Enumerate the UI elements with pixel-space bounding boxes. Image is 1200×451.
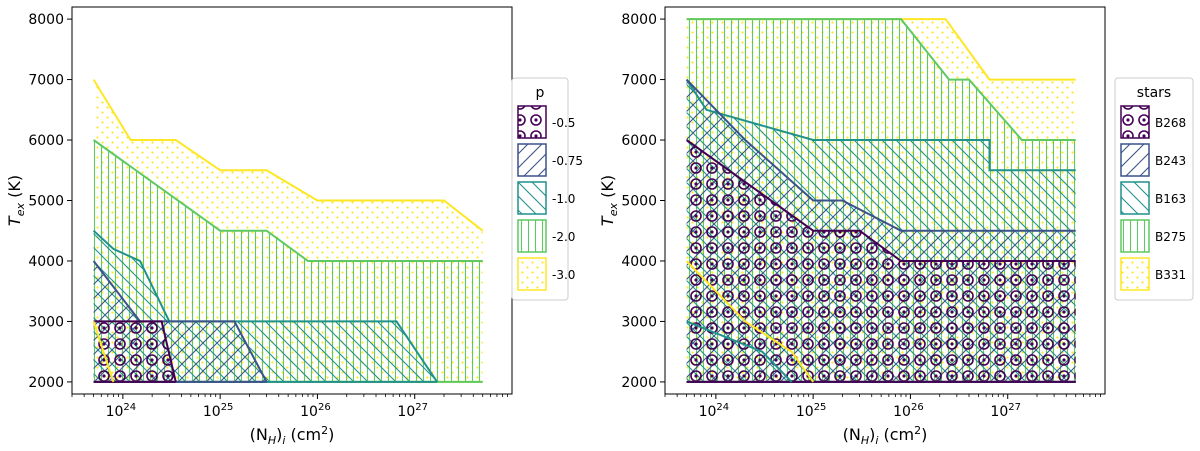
area--0_5 bbox=[93, 321, 176, 382]
boundary-B163 bbox=[685, 79, 1076, 172]
right-panel: 2000 3000 4000 5000 6000 7000 8000 1024 1025 1026… bbox=[598, 6, 1194, 447]
legend-swatch bbox=[517, 257, 547, 291]
right-area-fills bbox=[686, 19, 1076, 382]
right-boundary-lines bbox=[685, 18, 1076, 383]
y-tick-label: 2000 bbox=[621, 375, 657, 391]
legend-swatch bbox=[517, 143, 547, 177]
legend-swatch bbox=[1120, 105, 1150, 139]
legend-entry: -1.0 bbox=[552, 192, 575, 206]
boundary--2_0 bbox=[93, 139, 483, 262]
boundary-B275 bbox=[686, 18, 1076, 141]
y-tick-label: 5000 bbox=[621, 194, 657, 210]
legend-entry: B163 bbox=[1155, 192, 1186, 206]
x-tick-label: 1027 bbox=[397, 402, 428, 420]
legend-swatch bbox=[1120, 143, 1150, 177]
extra-boundary-line bbox=[685, 260, 815, 383]
x-tick-label: 1027 bbox=[990, 402, 1021, 420]
right-axis-ticks: 2000 3000 4000 5000 6000 7000 8000 1024 1025 1026… bbox=[621, 12, 1101, 420]
extra-boundary-line bbox=[686, 320, 793, 383]
legend-entry: B331 bbox=[1155, 268, 1186, 282]
boundary-B243 bbox=[685, 78, 1076, 232]
legend-swatch bbox=[517, 105, 547, 139]
area-B268 bbox=[686, 140, 1076, 382]
x-tick-label: 1026 bbox=[893, 402, 924, 420]
y-tick-label: 6000 bbox=[621, 133, 657, 149]
x-tick-label: 1024 bbox=[106, 402, 137, 420]
legend-swatch bbox=[1120, 219, 1150, 253]
extra-boundary-line bbox=[92, 321, 115, 383]
left-axis-ticks: 2000 3000 4000 5000 6000 7000 8000 1024 1025 1026… bbox=[28, 12, 508, 420]
legend-title: stars bbox=[1137, 85, 1171, 101]
legend-entry: B275 bbox=[1155, 230, 1186, 244]
left-x-axis-label: (NH)i (cm2) bbox=[250, 424, 335, 447]
y-tick-label: 8000 bbox=[28, 12, 64, 28]
boundary--1_0 bbox=[92, 229, 438, 383]
left-area-fills bbox=[93, 79, 483, 382]
left-boundary-lines bbox=[92, 79, 484, 383]
legend-swatch bbox=[517, 219, 547, 253]
x-tick-label: 1024 bbox=[699, 402, 730, 420]
legend-entry: -2.0 bbox=[552, 230, 575, 244]
y-tick-label: 4000 bbox=[28, 254, 64, 270]
boundary--0_5 bbox=[93, 320, 177, 383]
legend-entry: B268 bbox=[1155, 116, 1186, 130]
right-y-axis-label: Tex (K) bbox=[598, 175, 620, 226]
left-panel: 2000 3000 4000 5000 6000 7000 8000 1024 1025 1026… bbox=[5, 6, 583, 447]
legend-entry: B243 bbox=[1155, 154, 1186, 168]
x-tick-label: 1026 bbox=[300, 402, 331, 420]
legend-swatch bbox=[1120, 181, 1150, 215]
legend-entry: -0.75 bbox=[552, 154, 583, 168]
y-tick-label: 4000 bbox=[621, 254, 657, 270]
y-tick-label: 7000 bbox=[28, 73, 64, 89]
boundary--3_0 bbox=[92, 79, 484, 232]
legend-title: p bbox=[536, 85, 545, 101]
x-tick-label: 1025 bbox=[203, 402, 234, 420]
legend-entry: -0.5 bbox=[552, 116, 575, 130]
y-tick-label: 3000 bbox=[28, 314, 64, 330]
legend-swatch bbox=[517, 181, 547, 215]
y-tick-label: 6000 bbox=[28, 133, 64, 149]
y-tick-label: 3000 bbox=[621, 314, 657, 330]
left-legend: p -0.5 -0.75 -1.0 -2.0 -3.0 bbox=[511, 77, 583, 301]
boundary-B268 bbox=[686, 139, 1076, 262]
right-x-axis-label: (NH)i (cm2) bbox=[843, 424, 928, 447]
y-tick-label: 2000 bbox=[28, 375, 64, 391]
left-y-axis-label: Tex (K) bbox=[5, 175, 27, 226]
legend-swatch bbox=[1120, 257, 1150, 291]
x-tick-label: 1025 bbox=[796, 402, 827, 420]
boundary--0_75 bbox=[92, 260, 268, 383]
right-legend: stars B268 B243 B163 B275 B331 bbox=[1114, 77, 1194, 301]
y-tick-label: 5000 bbox=[28, 194, 64, 210]
y-tick-label: 8000 bbox=[621, 12, 657, 28]
legend-entry: -3.0 bbox=[552, 268, 575, 282]
y-tick-label: 7000 bbox=[621, 73, 657, 89]
